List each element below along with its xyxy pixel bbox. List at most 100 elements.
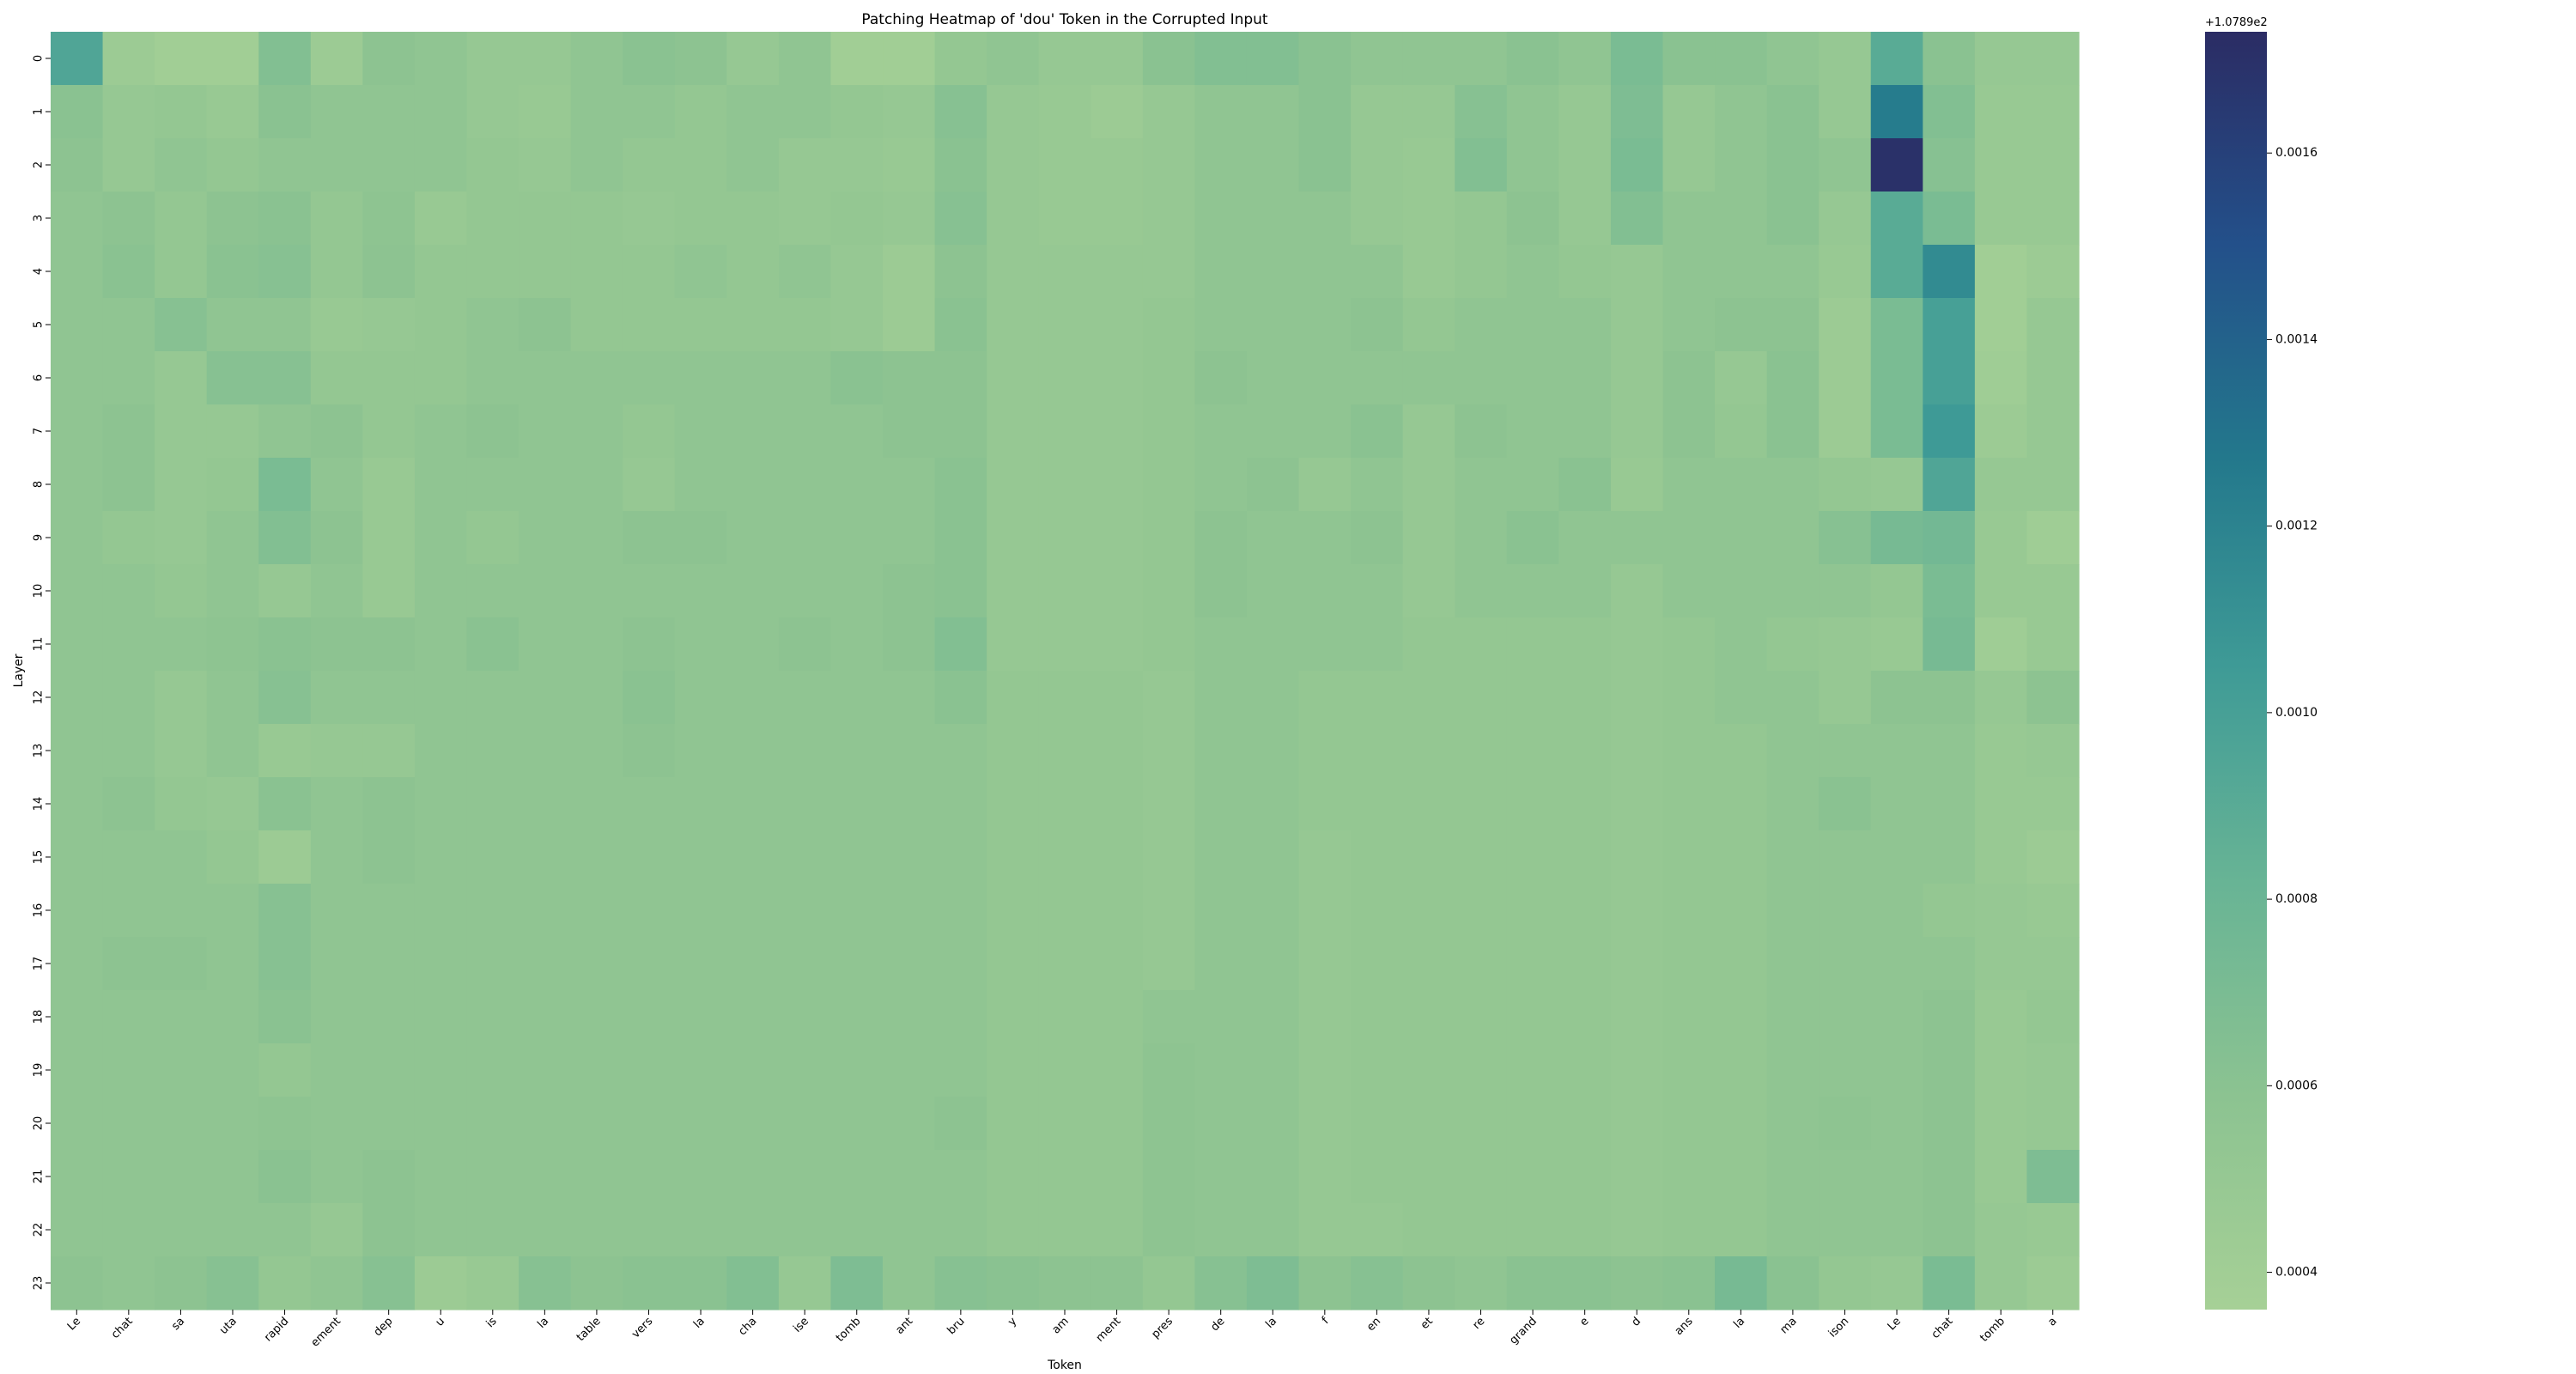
heatmap-cell: [934, 671, 987, 725]
x-tick-label: Le: [1886, 1315, 1904, 1333]
heatmap-cell: [570, 404, 623, 459]
heatmap-cell: [1766, 298, 1820, 352]
heatmap-cell: [1923, 192, 1976, 246]
heatmap-cell: [1923, 351, 1976, 405]
heatmap-cell: [1974, 830, 2028, 885]
heatmap-cell: [155, 884, 208, 938]
heatmap-cell: [51, 32, 104, 86]
heatmap-cell: [1455, 1150, 1508, 1204]
heatmap-cell: [674, 32, 727, 86]
heatmap-cell: [466, 937, 519, 991]
heatmap-cell: [1091, 351, 1144, 405]
x-tick-label: pres: [1149, 1315, 1176, 1341]
heatmap-cell: [1455, 724, 1508, 778]
heatmap-cell: [883, 1203, 936, 1257]
heatmap-cell: [1610, 1097, 1664, 1151]
heatmap-cell: [1766, 830, 1820, 885]
heatmap-cell: [1038, 85, 1091, 139]
heatmap-cell: [1194, 85, 1248, 139]
heatmap-cell: [1662, 351, 1716, 405]
heatmap-cell: [2026, 617, 2080, 672]
heatmap-cell: [1558, 1097, 1612, 1151]
heatmap-cell: [674, 85, 727, 139]
heatmap-cell: [934, 298, 987, 352]
heatmap-cell: [1974, 990, 2028, 1044]
heatmap-cell: [310, 884, 363, 938]
heatmap-cell: [1610, 671, 1664, 725]
heatmap-cell: [414, 1203, 468, 1257]
heatmap-cell: [778, 351, 832, 405]
heatmap-cell: [726, 830, 780, 885]
heatmap-cell: [206, 32, 259, 86]
heatmap-cell: [1038, 1097, 1091, 1151]
heatmap-cell: [1766, 192, 1820, 246]
y-tick-label: 5: [33, 321, 46, 328]
heatmap-cell: [51, 1097, 104, 1151]
heatmap-cell: [1870, 245, 1923, 299]
heatmap-cell: [570, 671, 623, 725]
heatmap-cell: [1662, 298, 1716, 352]
heatmap-cell: [466, 671, 519, 725]
heatmap-cell: [155, 1150, 208, 1204]
heatmap-cell: [674, 351, 727, 405]
heatmap-cell: [1091, 1043, 1144, 1097]
heatmap-cell: [987, 617, 1040, 672]
heatmap-cell: [102, 990, 155, 1044]
heatmap-cell: [206, 138, 259, 192]
heatmap-cell: [155, 617, 208, 672]
x-tick-label: ment: [1094, 1315, 1124, 1345]
heatmap-cell: [1610, 298, 1664, 352]
y-tick-label: 19: [33, 1063, 46, 1078]
heatmap-cell: [414, 671, 468, 725]
y-tick-label: 3: [33, 215, 46, 222]
heatmap-cell: [1455, 671, 1508, 725]
heatmap-cell: [1091, 617, 1144, 672]
heatmap-cell: [726, 777, 780, 831]
heatmap-cell: [310, 351, 363, 405]
heatmap-cell: [102, 1203, 155, 1257]
x-tick-label: en: [1364, 1315, 1383, 1334]
y-tick-label: 14: [33, 797, 46, 812]
heatmap-cell: [674, 192, 727, 246]
y-tick-label: 16: [33, 903, 46, 918]
heatmap-cell: [206, 245, 259, 299]
heatmap-cell: [1038, 990, 1091, 1044]
heatmap-cell: [883, 990, 936, 1044]
heatmap-cell: [987, 990, 1040, 1044]
heatmap-cell: [1923, 937, 1976, 991]
heatmap-cell: [987, 245, 1040, 299]
heatmap-cell: [1715, 32, 1768, 86]
heatmap-cell: [1819, 564, 1872, 618]
heatmap-cell: [2026, 245, 2080, 299]
heatmap-cell: [1402, 245, 1455, 299]
heatmap-cell: [883, 404, 936, 459]
heatmap-cell: [258, 617, 312, 672]
heatmap-cell: [778, 884, 832, 938]
heatmap-cell: [102, 617, 155, 672]
heatmap-cell: [1506, 32, 1559, 86]
heatmap-cell: [206, 617, 259, 672]
heatmap-cell: [362, 351, 416, 405]
heatmap-cell: [466, 1043, 519, 1097]
heatmap-cell: [51, 1150, 104, 1204]
heatmap-cell: [1610, 1203, 1664, 1257]
heatmap-cell: [1766, 1150, 1820, 1204]
heatmap-cell: [1038, 298, 1091, 352]
heatmap-cell: [1715, 564, 1768, 618]
heatmap-cell: [570, 245, 623, 299]
heatmap-cell: [1766, 990, 1820, 1044]
heatmap-cell: [830, 1256, 884, 1310]
heatmap-cell: [1610, 724, 1664, 778]
heatmap-cell: [987, 298, 1040, 352]
heatmap-cell: [1558, 671, 1612, 725]
heatmap-cell: [1558, 138, 1612, 192]
heatmap-cell: [934, 511, 987, 565]
heatmap-cell: [1974, 85, 2028, 139]
heatmap-cell: [1506, 777, 1559, 831]
heatmap-cell: [1610, 1150, 1664, 1204]
heatmap-cell: [778, 990, 832, 1044]
heatmap-cell: [155, 192, 208, 246]
heatmap-cell: [1351, 1150, 1404, 1204]
heatmap-cell: [1038, 351, 1091, 405]
heatmap-cell: [1246, 830, 1300, 885]
